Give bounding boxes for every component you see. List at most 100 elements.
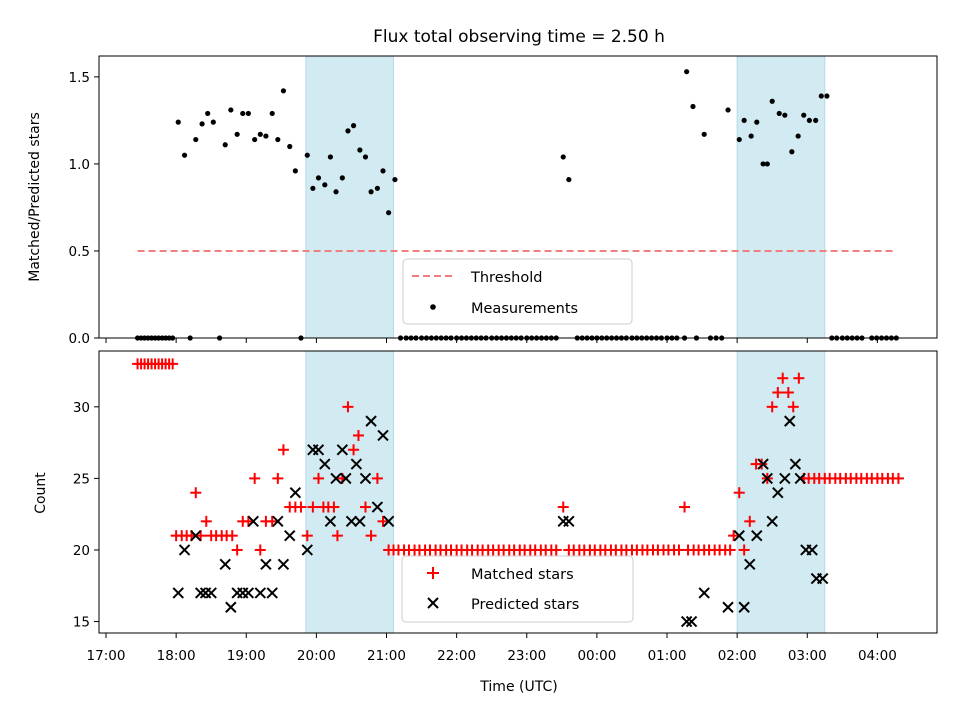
x-tick-label: 18:00 [157, 648, 196, 664]
predicted-star-marker [319, 458, 331, 470]
matched-star-marker [200, 515, 212, 527]
measurement-point [287, 143, 293, 150]
matched-star-marker [738, 544, 750, 556]
predicted-star-marker [382, 515, 395, 528]
legend-predicted-label: Predicted stars [471, 597, 579, 613]
x-axis-label: Time (UTC) [479, 679, 557, 695]
predicted-star-marker [733, 529, 745, 542]
measurement-point [222, 142, 228, 148]
legend-measurements-label: Measurements [471, 301, 578, 317]
measurement-point [263, 133, 269, 139]
matched-star-marker [557, 501, 569, 513]
matched-star-marker [892, 472, 904, 484]
measurement-point [789, 149, 795, 155]
y-tick-label: 20 [73, 543, 90, 559]
x-tick-label: 19:00 [227, 648, 266, 664]
predicted-star-marker [772, 487, 784, 499]
matched-star-marker [777, 372, 789, 384]
matched-star-marker [312, 472, 324, 484]
chart-title: Flux total observing time = 2.50 h [373, 27, 665, 47]
measurement-point [701, 131, 707, 137]
bottom-y-ticks: 15 20 25 30 [73, 400, 99, 631]
top-y-ticks: 0.0 0.5 1.0 1.5 [69, 70, 99, 347]
legend-threshold-label: Threshold [470, 270, 542, 286]
bottom-y-axis-label: Count [33, 472, 49, 514]
predicted-star-marker [784, 415, 796, 427]
shaded-span-1 [305, 55, 395, 339]
measurement-point [392, 176, 398, 183]
measurement-point [234, 131, 240, 137]
matched-star-marker [787, 401, 799, 413]
x-tick-label: 23:00 [507, 648, 546, 664]
x-tick-label: 20:00 [297, 648, 336, 664]
predicted-star-marker [766, 515, 778, 528]
measurement-point [782, 112, 788, 118]
predicted-star-marker [225, 601, 237, 613]
matched-star-marker [301, 530, 313, 542]
measurement-point [175, 119, 181, 125]
measurement-point [754, 119, 760, 125]
top-legend: Threshold Measurements [402, 258, 633, 325]
measurement-point [193, 136, 199, 143]
predicted-star-marker [340, 472, 352, 485]
matched-star-marker [342, 401, 354, 413]
predicted-star-marker [563, 515, 575, 528]
measurement-point [362, 154, 369, 160]
matched-star-marker [772, 387, 784, 399]
matched-star-marker [371, 472, 383, 484]
measurement-point [801, 112, 807, 118]
measurement-point [199, 121, 205, 127]
measurement-point [560, 154, 566, 160]
measurement-point [813, 117, 819, 124]
predicted-star-marker [365, 415, 377, 427]
predicted-star-marker [277, 558, 290, 570]
predicted-star-marker [685, 615, 698, 628]
predicted-star-marker [806, 544, 818, 556]
predicted-star-marker [359, 472, 372, 485]
matched-star-marker [249, 472, 261, 484]
measurement-point [310, 185, 316, 191]
matched-star-marker [352, 429, 364, 441]
measurement-point [350, 123, 357, 129]
measurement-point [684, 69, 690, 75]
measurement-point [725, 107, 731, 113]
top-legend-box [402, 258, 633, 325]
matched-star-marker [679, 501, 691, 513]
measurement-point [357, 147, 363, 153]
matched-star-marker [733, 487, 745, 499]
y-tick-label: 0.5 [69, 244, 90, 260]
x-tick-label: 02:00 [718, 648, 757, 664]
legend-measurements-swatch [430, 304, 436, 310]
legend-matched-label: Matched stars [471, 567, 574, 583]
matched-star-marker [254, 544, 266, 556]
predicted-star-marker [242, 587, 255, 599]
predicted-star-marker [172, 587, 184, 599]
measurement-point [806, 117, 812, 124]
measurement-point [280, 88, 287, 94]
predicted-star-marker [272, 515, 284, 528]
y-tick-label: 25 [73, 471, 90, 487]
predicted-star-marker [190, 529, 202, 542]
predicted-star-marker [698, 587, 710, 599]
measurement-point [322, 182, 328, 188]
predicted-star-marker [194, 587, 207, 599]
matched-star-markers [132, 358, 904, 556]
x-tick-label: 03:00 [788, 648, 827, 664]
matched-star-marker [307, 501, 319, 513]
x-tick-label: 17:00 [87, 648, 126, 664]
predicted-star-marker [377, 429, 389, 442]
predicted-star-marker [722, 601, 734, 613]
predicted-star-marker [680, 615, 693, 628]
bottom-legend: Matched stars Predicted stars [401, 555, 634, 623]
measurement-point [818, 93, 824, 99]
measurement-point [386, 210, 392, 216]
predicted-star-marker [284, 529, 296, 542]
shaded-span-2 [736, 350, 826, 634]
measurement-point [327, 154, 334, 160]
shaded-span-2 [736, 55, 826, 339]
matched-star-marker [728, 530, 740, 542]
legend-predicted-swatch [427, 597, 439, 609]
predicted-star-marker [254, 587, 266, 599]
y-tick-label: 15 [73, 615, 90, 631]
